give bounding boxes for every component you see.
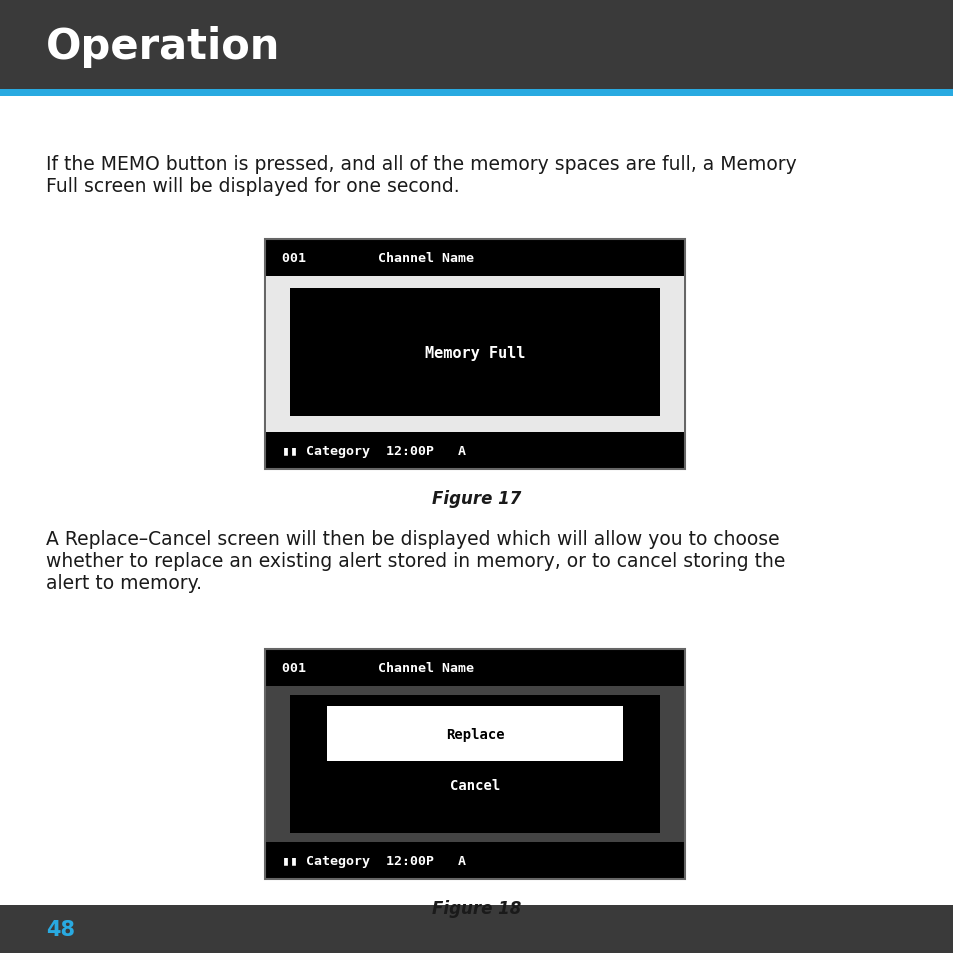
Text: Operation: Operation xyxy=(46,26,280,68)
Text: Full screen will be displayed for one second.: Full screen will be displayed for one se… xyxy=(46,177,459,195)
Text: Cancel: Cancel xyxy=(450,778,499,792)
Bar xyxy=(266,686,683,842)
Bar xyxy=(265,649,684,879)
Text: ▮▮ Category  12:00P   A: ▮▮ Category 12:00P A xyxy=(281,854,465,867)
Text: whether to replace an existing alert stored in memory, or to cancel storing the: whether to replace an existing alert sto… xyxy=(46,552,784,571)
Bar xyxy=(266,276,683,433)
Text: A Replace–Cancel screen will then be displayed which will allow you to choose: A Replace–Cancel screen will then be dis… xyxy=(46,530,779,548)
Text: If the MEMO button is pressed, and all of the memory spaces are full, a Memory: If the MEMO button is pressed, and all o… xyxy=(46,154,796,173)
Bar xyxy=(0,905,953,953)
Bar xyxy=(266,686,683,842)
Text: 001         Channel Name: 001 Channel Name xyxy=(281,661,474,675)
Text: 001         Channel Name: 001 Channel Name xyxy=(281,252,474,265)
Text: ▮▮ Category  12:00P   A: ▮▮ Category 12:00P A xyxy=(281,444,465,457)
Text: Figure 17: Figure 17 xyxy=(432,490,521,507)
Text: Memory Full: Memory Full xyxy=(424,346,525,360)
Bar xyxy=(327,706,622,761)
Bar xyxy=(290,289,659,417)
Text: Replace: Replace xyxy=(445,727,504,741)
Text: Figure 18: Figure 18 xyxy=(432,899,521,917)
Bar xyxy=(0,90,953,97)
Text: alert to memory.: alert to memory. xyxy=(46,574,202,593)
Bar xyxy=(0,0,953,90)
Bar xyxy=(265,240,684,470)
Bar xyxy=(290,696,659,833)
Text: 48: 48 xyxy=(46,919,75,939)
